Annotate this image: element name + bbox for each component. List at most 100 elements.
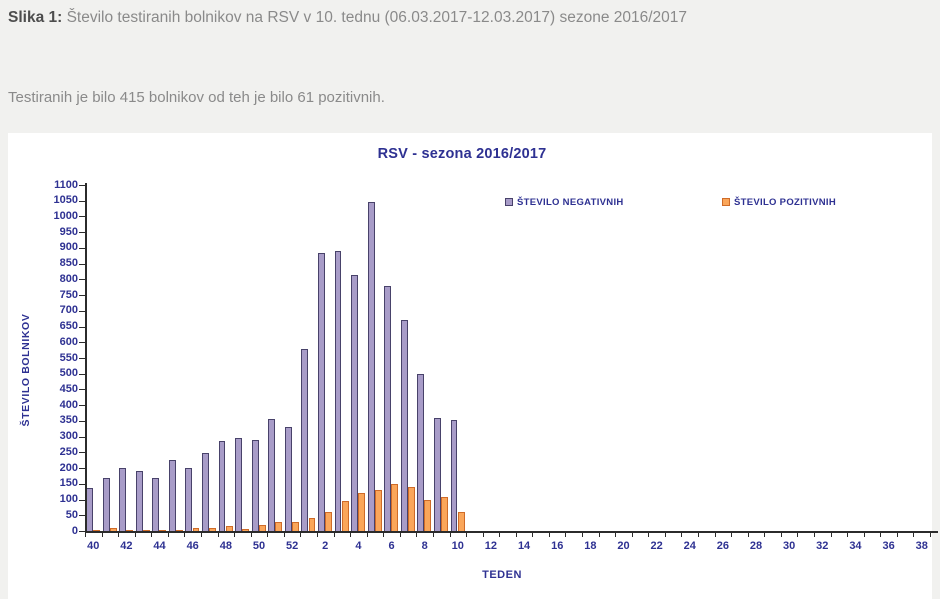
x-tick-mark <box>399 533 401 537</box>
bar-positive-week-40 <box>93 530 101 532</box>
y-tick-label: 450 <box>59 382 78 395</box>
x-tick-mark <box>515 533 517 537</box>
y-tick-mark <box>79 358 85 359</box>
figure-label: Slika 1: <box>8 9 63 26</box>
bar-positive-week-51 <box>275 521 283 531</box>
y-tick-mark <box>79 436 85 438</box>
bar-negative-week-51 <box>268 418 276 531</box>
y-tick-mark <box>79 373 85 375</box>
chart-title: RSV - sezona 2016/2017 <box>377 146 547 162</box>
y-tick-mark <box>79 295 85 297</box>
x-tick-mark <box>747 533 749 537</box>
bar-negative-week-42 <box>119 468 127 531</box>
bar-negative-week-41 <box>102 477 110 531</box>
x-tick-label: 40 <box>87 540 100 552</box>
y-tick-label: 300 <box>59 430 78 443</box>
x-tick-mark <box>714 533 716 537</box>
bar-positive-week-1 <box>308 518 316 531</box>
x-tick-label: 36 <box>882 540 895 552</box>
y-tick-label: 50 <box>65 508 78 521</box>
y-tick-mark <box>79 483 85 485</box>
bar-negative-week-4 <box>351 274 359 531</box>
legend-item-negative: ŠTEVILO NEGATIVNIH <box>505 194 624 208</box>
x-tick-mark <box>698 533 700 537</box>
y-tick-label: 1100 <box>54 178 78 191</box>
x-tick-mark <box>432 533 434 537</box>
x-tick-label: 44 <box>153 540 166 552</box>
x-tick-mark <box>316 533 318 537</box>
bar-positive-week-7 <box>407 486 415 531</box>
bar-positive-week-8 <box>424 499 432 531</box>
figure-header: Slika 1: Število testiranih bolnikov na … <box>8 8 932 28</box>
x-tick-mark <box>582 533 584 537</box>
x-tick-mark <box>416 533 418 537</box>
bar-positive-week-44 <box>159 530 167 532</box>
bar-positive-week-47 <box>209 528 217 531</box>
x-tick-mark <box>664 533 666 537</box>
x-tick-mark <box>631 533 633 537</box>
bar-positive-week-41 <box>109 527 117 531</box>
y-tick-label: 900 <box>59 241 78 254</box>
y-tick-mark <box>79 310 85 312</box>
y-tick-label: 850 <box>59 257 78 270</box>
y-tick-label: 1000 <box>53 209 78 222</box>
y-tick-label: 550 <box>59 351 78 364</box>
y-axis-line <box>85 183 87 532</box>
x-tick-mark <box>863 533 865 537</box>
y-tick-mark <box>79 263 85 265</box>
rsv-chart-panel: RSV - sezona 2016/2017 ŠTEVILO NEGATIVNI… <box>8 133 938 599</box>
x-tick-mark <box>598 533 600 537</box>
bar-negative-week-50 <box>251 439 259 531</box>
bar-negative-week-44 <box>152 478 160 531</box>
x-tick-label: 52 <box>285 540 299 552</box>
y-tick-mark <box>79 200 85 202</box>
bar-positive-week-3 <box>341 501 349 531</box>
x-tick-mark <box>681 533 683 537</box>
bar-negative-week-46 <box>185 468 193 531</box>
y-tick-mark <box>79 185 85 186</box>
y-tick-label: 100 <box>59 493 78 506</box>
bar-negative-week-48 <box>218 441 226 531</box>
x-tick-label: 34 <box>849 540 862 552</box>
x-tick-mark <box>217 533 219 537</box>
bar-negative-week-2 <box>317 252 325 531</box>
y-tick-label: 500 <box>59 367 78 380</box>
y-tick-label: 150 <box>59 477 78 490</box>
x-axis-line <box>85 531 938 533</box>
x-tick-label: 4 <box>355 540 362 552</box>
x-tick-label: 2 <box>322 540 329 552</box>
y-tick-label: 1050 <box>53 194 78 207</box>
legend-swatch-negative <box>505 197 513 206</box>
x-tick-mark <box>797 533 799 537</box>
bar-positive-week-45 <box>175 529 183 531</box>
y-tick-mark <box>79 389 85 391</box>
y-tick-mark <box>79 468 85 470</box>
x-tick-mark <box>134 533 136 537</box>
y-tick-label: 350 <box>59 414 78 427</box>
x-tick-mark <box>548 533 550 537</box>
x-tick-label: 32 <box>816 540 829 552</box>
bar-positive-week-10 <box>457 511 465 531</box>
bar-positive-week-42 <box>126 529 134 531</box>
y-tick-label: 950 <box>59 225 78 238</box>
x-tick-mark <box>532 533 534 537</box>
bar-negative-week-8 <box>417 373 425 531</box>
y-tick-mark <box>79 515 85 517</box>
y-tick-label: 800 <box>59 272 78 285</box>
y-tick-mark <box>79 342 85 344</box>
bar-negative-week-1 <box>301 348 309 531</box>
legend-label-positive: ŠTEVILO POZITIVNIH <box>734 197 836 209</box>
x-tick-label: 20 <box>617 540 630 552</box>
bar-negative-week-9 <box>433 417 441 531</box>
bar-positive-week-4 <box>358 493 366 531</box>
x-tick-mark <box>118 533 120 537</box>
bar-positive-week-5 <box>374 490 382 531</box>
x-tick-label: 12 <box>484 540 498 552</box>
x-tick-label: 28 <box>749 540 763 552</box>
y-tick-label: 200 <box>59 461 78 474</box>
x-tick-mark <box>350 533 352 537</box>
x-tick-mark <box>499 533 501 537</box>
x-tick-mark <box>85 533 86 537</box>
x-tick-mark <box>449 533 451 537</box>
x-tick-mark <box>383 533 385 537</box>
